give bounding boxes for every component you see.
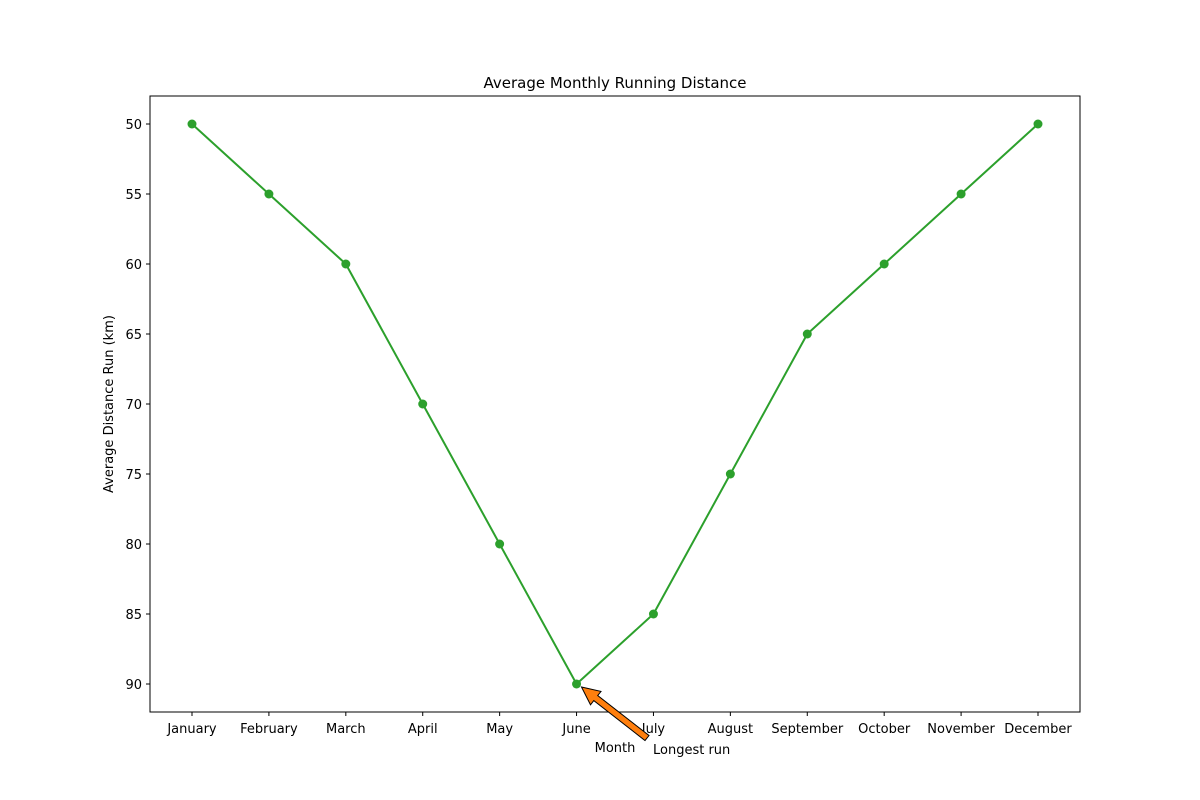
series-line — [191, 123, 1039, 685]
data-point — [725, 469, 735, 479]
data-point — [648, 609, 658, 619]
data-point — [572, 679, 582, 689]
x-tick-label: May — [486, 722, 513, 737]
x-tick-label: April — [408, 722, 438, 737]
x-tick-label: July — [641, 722, 666, 737]
data-point — [341, 259, 351, 269]
annotation-label: Longest run — [653, 743, 730, 758]
x-axis: January February March April May June July Augu… — [166, 712, 1072, 737]
series-markers — [187, 119, 1043, 689]
y-tick-label: 85 — [125, 608, 142, 623]
y-tick-label: 55 — [125, 188, 142, 203]
x-tick-label: October — [858, 722, 911, 737]
annotation: Longest run — [580, 686, 730, 758]
data-point — [956, 189, 966, 199]
x-tick-label: February — [240, 722, 298, 737]
x-tick-label: September — [771, 722, 844, 737]
plot-area: 50 55 60 65 70 75 80 85 90 January February March A… — [125, 95, 1081, 737]
y-axis: 50 55 60 65 70 75 80 85 90 — [125, 118, 150, 693]
y-tick-label: 90 — [125, 678, 142, 693]
y-tick-label: 50 — [125, 118, 142, 133]
y-tick-label: 80 — [125, 538, 142, 553]
x-tick-label: August — [708, 722, 754, 737]
x-tick-label: November — [927, 722, 995, 737]
x-tick-label: March — [326, 722, 366, 737]
x-axis-label: Month — [595, 741, 636, 756]
data-point — [802, 329, 812, 339]
y-tick-label: 75 — [125, 468, 142, 483]
y-tick-label: 60 — [125, 258, 142, 273]
x-tick-label: June — [561, 722, 590, 737]
data-point — [187, 119, 197, 129]
data-point — [495, 539, 505, 549]
annotation-arrow — [580, 686, 650, 742]
x-tick-label: December — [1004, 722, 1072, 737]
x-tick-label: January — [166, 722, 217, 737]
y-tick-label: 65 — [125, 328, 142, 343]
y-axis-label: Average Distance Run (km) — [102, 315, 117, 493]
y-tick-label: 70 — [125, 398, 142, 413]
data-point — [879, 259, 889, 269]
data-point — [264, 189, 274, 199]
data-point — [418, 399, 428, 409]
data-point — [1033, 119, 1043, 129]
chart-title: Average Monthly Running Distance — [483, 74, 746, 92]
